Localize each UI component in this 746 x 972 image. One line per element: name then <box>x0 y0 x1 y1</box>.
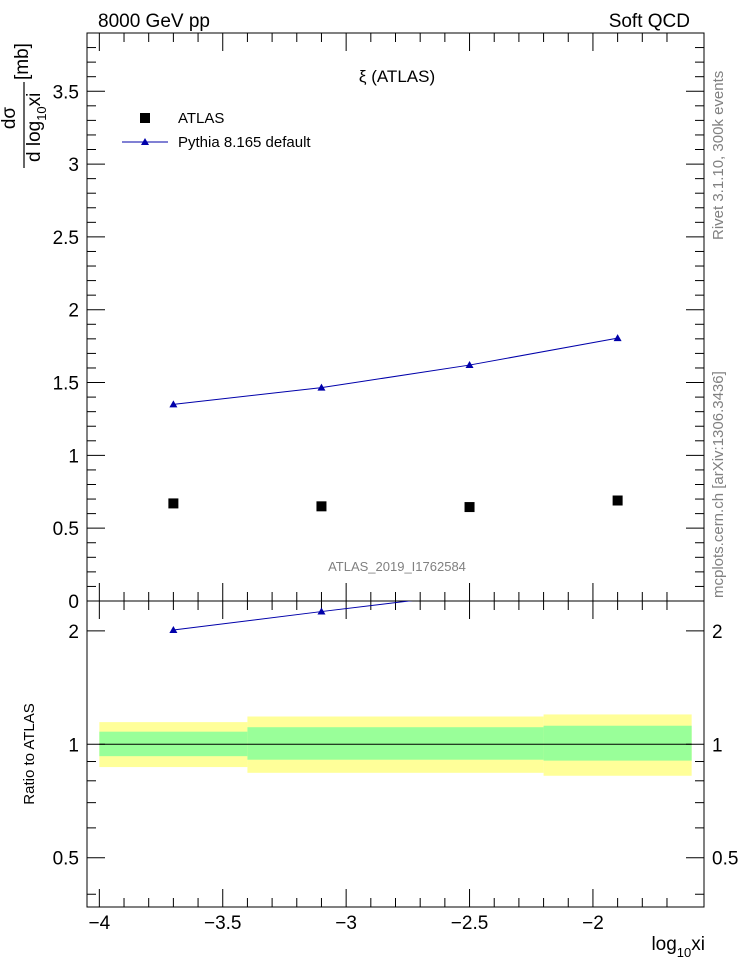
ratio-ticks: 0.5 0.5 1 1 2 2 −4 −3.5 −3 −2.5 −2 <box>53 601 738 934</box>
main-y-tick-label: 3.5 <box>53 82 79 103</box>
main-y-tick-label: 2 <box>68 301 79 322</box>
legend-marker-atlas <box>140 113 150 123</box>
ratio-bands <box>99 714 692 776</box>
ratio-y-axis-label: Ratio to ATLAS <box>21 703 38 804</box>
main-y-tick-label: 0.5 <box>53 519 79 540</box>
pythia-point <box>613 334 622 342</box>
ratio-marks <box>169 601 414 634</box>
main-ticks: 0 0.5 1 1.5 2 2.5 3 3.5 <box>53 33 704 613</box>
header-energy: 8000 GeV pp <box>98 11 210 32</box>
pythia-point <box>169 400 178 408</box>
ratio-panel: 0.5 0.51 12 2−4 −3.5 −3 −2.5 −2 Ratio to ATLAS … <box>21 600 738 960</box>
atlas-point <box>612 495 623 506</box>
ratio-pythia-point <box>317 607 326 615</box>
ratio-band-inner <box>247 727 544 760</box>
pythia-point <box>317 383 326 391</box>
ylabel-unit: [mb] <box>12 43 33 80</box>
ratio-y-tick-label: 2 <box>68 622 79 643</box>
legend: ATLAS Pythia 8.165 default <box>122 110 311 151</box>
atlas-point <box>168 498 179 509</box>
main-y-tick-label: 1.5 <box>53 374 79 395</box>
main-panel: 0 0.5 1 1.5 2 2.5 3 3.5 ξ (ATLAS) ATLAS_2019_I1… <box>0 32 705 613</box>
main-y-tick-label: 2.5 <box>53 228 79 249</box>
legend-label-pythia: Pythia 8.165 default <box>178 134 311 151</box>
pythia-line <box>173 337 618 405</box>
legend-label-atlas: ATLAS <box>178 110 224 127</box>
legend-marker-pythia <box>141 138 149 145</box>
x-tick-label: −3.5 <box>204 913 242 934</box>
rivet-label: Rivet 3.1.10, 300k events <box>710 71 727 240</box>
analysis-watermark: ATLAS_2019_I1762584 <box>328 559 466 574</box>
x-tick-label: −2 <box>582 913 604 934</box>
ratio-pythia-point <box>169 626 178 634</box>
ratio-pythia-line <box>173 601 414 631</box>
main-y-tick-label: 1 <box>68 446 79 467</box>
atlas-point <box>316 501 327 512</box>
header-category: Soft QCD <box>609 11 690 32</box>
main-y-tick-label: 0 <box>68 592 79 613</box>
pythia-point <box>465 361 474 369</box>
mcplots-label: mcplots.cern.ch [arXiv:1306.3436] <box>710 371 727 598</box>
main-marks <box>168 334 623 513</box>
main-y-tick-label: 3 <box>68 155 79 176</box>
x-tick-label: −4 <box>89 913 111 934</box>
ratio-y-tick-label-right: 1 <box>712 735 723 756</box>
ratio-y-tick-label-right: 2 <box>712 622 723 643</box>
ylabel-denominator: d log10xi <box>24 93 49 162</box>
x-tick-label: −3 <box>335 913 357 934</box>
ratio-y-tick-label: 1 <box>68 735 79 756</box>
main-y-axis-label: dσ d log10xi [mb] <box>0 43 49 168</box>
x-tick-label: −2.5 <box>451 913 489 934</box>
ylabel-numerator: dσ <box>0 107 20 130</box>
ratio-y-tick-label: 0.5 <box>53 849 79 870</box>
atlas-point <box>464 502 475 513</box>
ratio-band-inner <box>543 725 692 761</box>
main-title: ξ (ATLAS) <box>359 67 435 86</box>
ratio-series-group <box>169 601 414 634</box>
x-axis-label: log10xi <box>651 934 705 960</box>
ratio-y-tick-label-right: 0.5 <box>712 849 738 870</box>
